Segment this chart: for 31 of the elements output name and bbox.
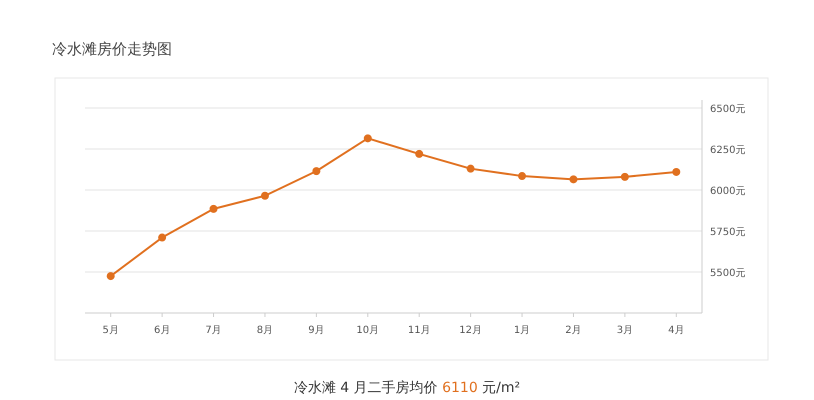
x-tick-label: 12月 (459, 325, 482, 336)
x-tick-label: 4月 (668, 325, 684, 336)
x-tick-label: 6月 (154, 325, 170, 336)
point (518, 172, 526, 180)
point (260, 192, 269, 200)
point (569, 175, 578, 184)
x-tick-label: 10月 (356, 325, 380, 336)
point (106, 272, 115, 280)
point (312, 167, 320, 176)
x-tick-label: 11月 (408, 325, 431, 336)
point (158, 234, 166, 242)
point (415, 150, 424, 158)
point (620, 172, 629, 181)
x-tick-label: 2月 (565, 325, 582, 336)
point (672, 168, 680, 176)
point (466, 164, 475, 173)
y-tick-label: 5750元 (710, 227, 746, 238)
y-tick-label: 6000元 (710, 186, 746, 197)
x-tick-label: 3月 (616, 325, 634, 336)
x-tick-label: 7月 (205, 325, 222, 336)
y-tick-label: 6250元 (710, 145, 746, 156)
x-tick-label: 1月 (514, 325, 530, 336)
point (364, 134, 372, 142)
point (210, 204, 218, 213)
x-tick-label: 9月 (308, 325, 325, 336)
chart-title: 冷水滩房价走势图 (52, 40, 172, 58)
y-tick-label: 6500元 (710, 104, 746, 115)
text: 冷水滩 4 月二手房均价 6110 元/m² (294, 380, 520, 396)
x-tick-label: 5月 (102, 325, 119, 336)
x-tick-label: 8月 (256, 325, 274, 336)
y-tick-label: 5500元 (710, 268, 746, 279)
